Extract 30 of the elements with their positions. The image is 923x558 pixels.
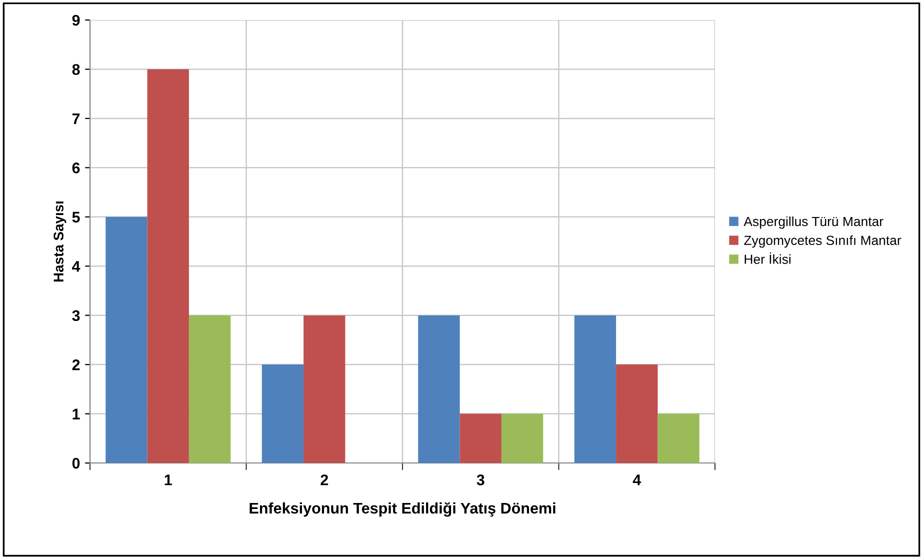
y-tick-label: 0 (72, 458, 80, 469)
bar (616, 364, 658, 463)
x-axis-title: Enfeksiyonun Tespit Edildiği Yatış Dönemi (250, 502, 556, 517)
y-tick-label: 7 (72, 113, 80, 124)
bar (106, 216, 148, 463)
y-tick-label: 6 (72, 162, 80, 174)
bar (658, 414, 700, 463)
bar (418, 315, 460, 463)
bar (147, 69, 189, 463)
legend-label: Aspergillus Türü Mantar (744, 216, 884, 229)
legend-label: Her İkisi (744, 252, 790, 264)
x-tick-label: 2 (320, 474, 328, 486)
y-axis-title: Hasta Sayısı (54, 202, 66, 282)
bar (460, 414, 502, 463)
y-tick-label: 8 (72, 64, 80, 75)
y-tick-label: 1 (72, 408, 80, 420)
bar (574, 315, 616, 463)
bar (304, 315, 346, 463)
y-tick-label: 2 (72, 359, 80, 370)
bar (262, 364, 304, 463)
y-tick-label: 4 (72, 261, 80, 272)
y-tick-label: 9 (72, 14, 80, 26)
y-tick-label: 3 (72, 310, 80, 322)
x-tick-label: 1 (164, 474, 172, 486)
x-tick-label: 4 (632, 474, 642, 486)
y-tick-label: 5 (72, 212, 80, 223)
x-tick-label: 3 (476, 474, 484, 486)
bar (501, 414, 544, 463)
bar (188, 315, 231, 463)
legend-label: Zygomycetes Sınıfı Mantar (744, 235, 902, 248)
